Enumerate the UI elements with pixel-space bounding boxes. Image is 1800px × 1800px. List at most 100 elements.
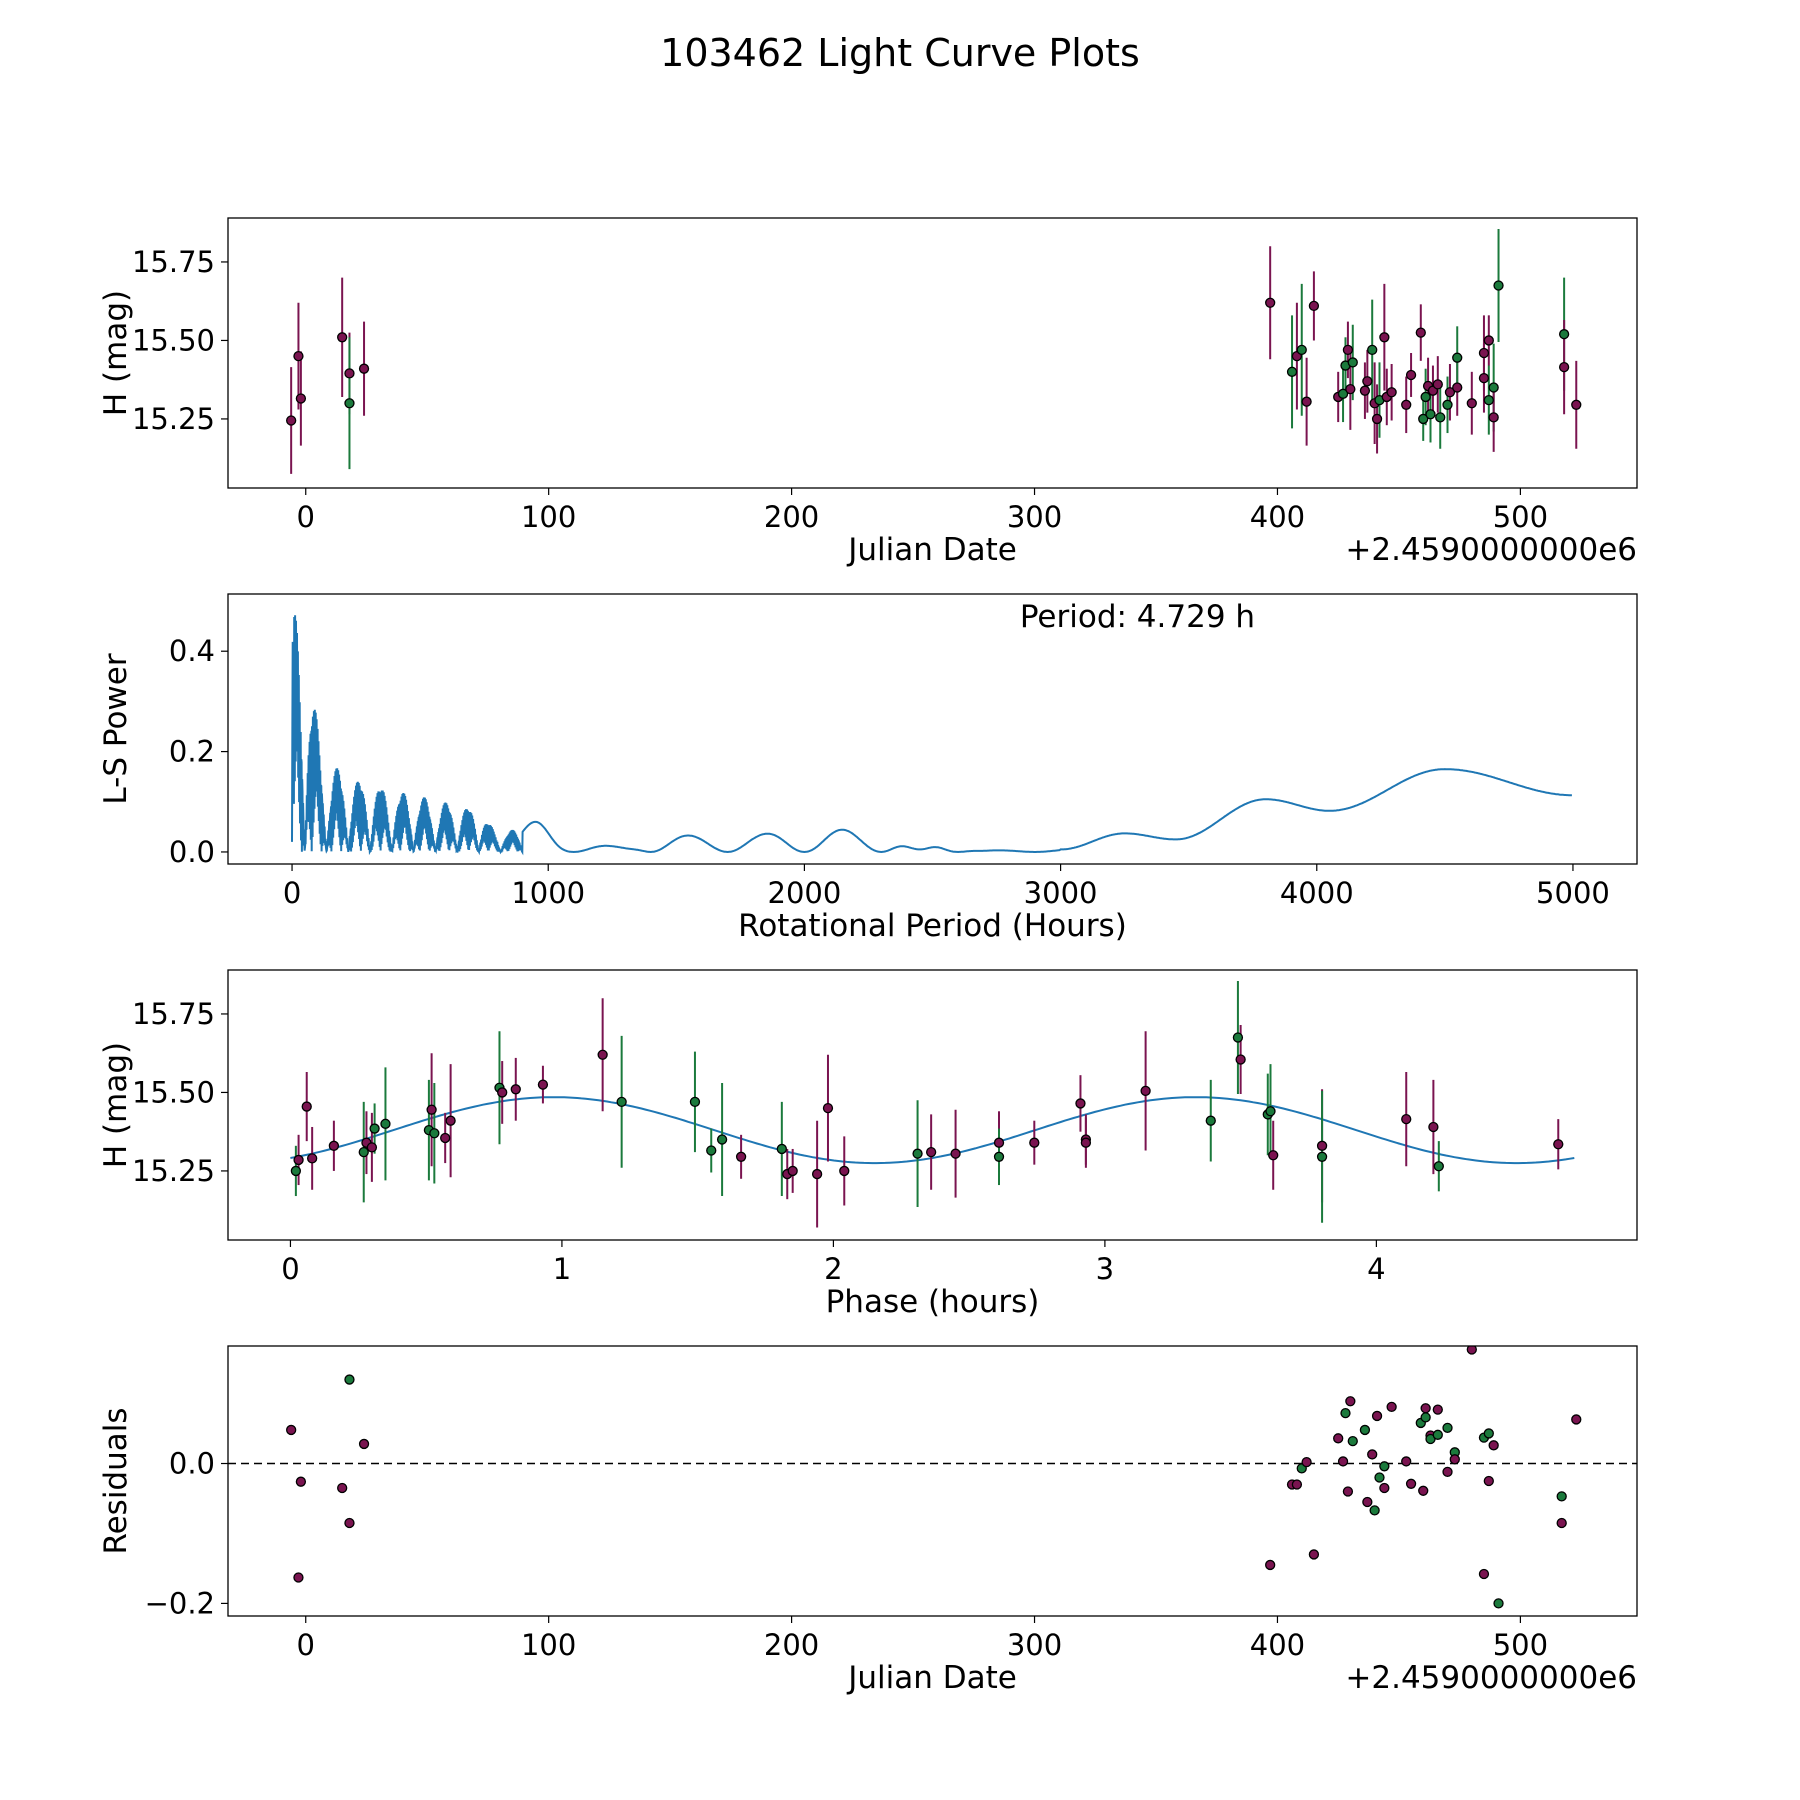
data-point [1374,1472,1385,1483]
data-point [293,1572,304,1583]
data-point [1205,1115,1216,1126]
panel-phase: 0 1 2 3 4 15.25 15.50 15.75 Phase (hours) H (mag) [98,969,1638,1320]
data-point [358,363,370,374]
data-point [1359,1424,1371,1436]
y-tick-label: 0.0 [169,1447,215,1481]
x-tick-label: 2000 [768,876,842,910]
data-point [1488,382,1499,393]
data-point [295,393,307,404]
data-point [1418,1485,1429,1496]
x-tick-label: 400 [1250,500,1305,534]
data-point [1488,412,1499,423]
data-point [1347,1435,1358,1447]
data-point [358,1146,369,1158]
data-point [358,1438,370,1450]
data-point [1556,1491,1567,1502]
data-point [1367,344,1378,356]
data-point [1235,1054,1246,1065]
axes-frame-top [227,217,1638,489]
x-tick-label: 4000 [1280,876,1354,910]
plot-area-residuals [228,1346,1637,1616]
data-point [344,398,355,409]
data-point [1444,387,1456,398]
y-tick-label: 15.50 [132,323,215,357]
plot-area-phase [228,970,1637,1240]
data-point [1558,361,1570,373]
data-point [716,1134,728,1145]
data-point [366,1142,378,1153]
data-point [1367,1449,1378,1460]
data-point [1265,1106,1276,1117]
data-point [1379,332,1390,343]
data-point [1405,1478,1417,1489]
data-point [1265,297,1276,308]
data-point [1442,1422,1453,1433]
data-layer-top [286,228,1582,474]
x-axis-label: Rotational Period (Hours) [738,908,1127,944]
panel-periodogram: 0 1000 2000 3000 4000 5000 0.0 0.2 0.4 Rotational… [98,593,1638,944]
data-point [445,1115,456,1126]
data-point [1420,1412,1431,1423]
data-point [1369,1505,1380,1516]
data-point [1478,347,1490,359]
data-point [1483,1428,1494,1439]
plot-area-periodogram [228,594,1637,864]
data-point [1080,1137,1092,1148]
data-point [1432,1429,1443,1440]
data-point [293,1154,304,1166]
data-point [1308,1549,1320,1560]
x-tick-label: 300 [1007,500,1062,534]
data-point [811,1168,823,1180]
x-tick-label: 100 [521,500,576,534]
panel-residuals: 0 100 200 300 400 500 −0.2 0.0 Julian Date Residu… [98,1345,1638,1696]
data-point [950,1148,961,1159]
data-point [1432,379,1443,390]
data-point [1337,1456,1349,1467]
data-point [429,1128,440,1139]
data-point [301,1101,312,1112]
y-axis-label: H (mag) [98,290,134,416]
data-point [1286,366,1298,377]
y-axis-label: L-S Power [98,653,134,804]
data-point [1265,1559,1276,1571]
x-axis-label: Julian Date [846,1660,1017,1696]
data-point [1401,1113,1412,1125]
data-point [1452,352,1463,363]
data-point [337,1482,348,1494]
data-point [1420,391,1431,403]
data-layer-phase [290,980,1575,1228]
y-tick-label: 15.25 [132,1154,215,1188]
data-point [706,1145,717,1156]
data-point [307,1153,318,1164]
x-tick-label: 3000 [1024,876,1098,910]
data-point [1308,300,1320,312]
y-tick-label: 15.75 [132,245,215,279]
data-point [1316,1151,1328,1162]
data-point [1401,399,1412,410]
data-point [925,1146,937,1158]
data-point [1075,1098,1086,1109]
x-tick-label: 2 [824,1252,842,1286]
data-point [1342,1486,1354,1497]
y-tick-label: 0.4 [169,634,215,668]
x-tick-label: 4 [1367,1252,1385,1286]
data-point [1405,369,1417,381]
data-point [1371,1410,1383,1422]
x-tick-label: 500 [1493,1628,1548,1662]
data-point [1433,1161,1444,1172]
data-point [497,1087,508,1098]
period-annotation: Period: 4.729 h [1020,599,1255,635]
data-point [1379,1482,1390,1494]
data-point [293,350,304,362]
data-point [1556,1517,1567,1529]
x-axis-label: Phase (hours) [826,1284,1040,1320]
y-tick-label: 15.25 [132,402,215,436]
x-tick-label: 100 [521,1628,576,1662]
data-point [1371,413,1383,425]
data-point [912,1148,923,1159]
data-point [1571,399,1582,410]
data-point [1232,1032,1244,1043]
data-point [1301,396,1312,407]
